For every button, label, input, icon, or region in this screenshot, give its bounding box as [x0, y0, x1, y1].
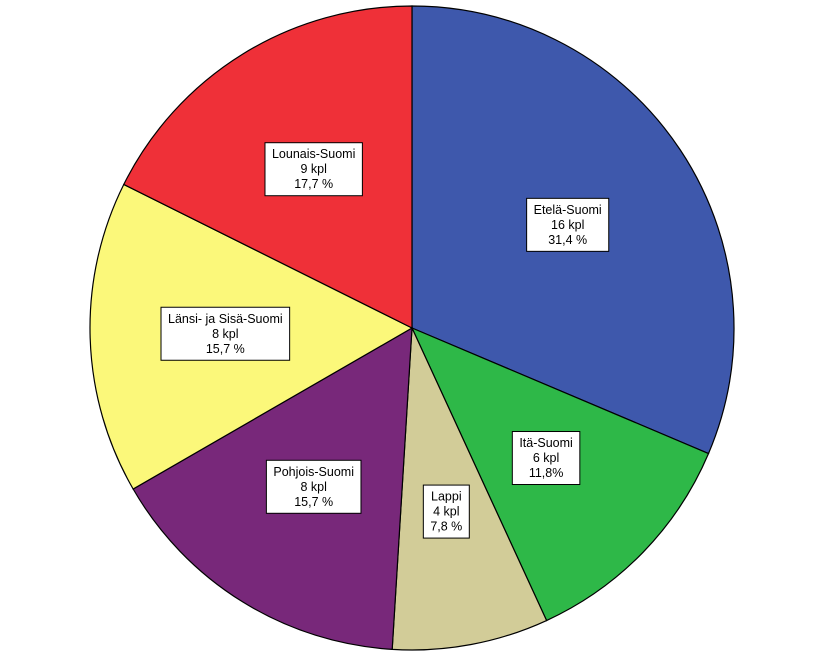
slice-label-count: 8 kpl	[212, 327, 238, 341]
slice-label-box	[511, 431, 581, 486]
slice-label-count: 9 kpl	[300, 162, 326, 176]
slice-label-count: 4 kpl	[433, 505, 459, 519]
slice-label-percent: 15,7 %	[294, 495, 333, 509]
slice-label-box	[526, 197, 610, 252]
slice-label-box	[422, 484, 470, 539]
slice-label-name: Pohjois-Suomi	[273, 465, 354, 479]
slice-label-percent: 31,4 %	[548, 233, 587, 247]
slice-label-percent: 11,8%	[529, 466, 564, 480]
slice-label-box	[160, 306, 291, 361]
slice-label-percent: 17,7 %	[294, 177, 333, 191]
slice-label-count: 8 kpl	[300, 480, 326, 494]
slice-label-percent: 15,7 %	[206, 342, 245, 356]
slice-label-name: Itä-Suomi	[519, 436, 573, 450]
slice-label-percent: 7,8 %	[430, 520, 462, 534]
slice-label-name: Lounais-Suomi	[272, 147, 355, 161]
slice-label-name: Lappi	[431, 490, 462, 504]
pie-slices	[89, 5, 735, 651]
slice-label-name: Etelä-Suomi	[534, 203, 602, 217]
slice-label-count: 16 kpl	[551, 218, 584, 232]
slice-label-count: 6 kpl	[533, 451, 559, 465]
slice-label-box	[264, 142, 363, 197]
slice-label-box	[265, 459, 362, 514]
slice-label-name: Länsi- ja Sisä-Suomi	[168, 312, 283, 326]
